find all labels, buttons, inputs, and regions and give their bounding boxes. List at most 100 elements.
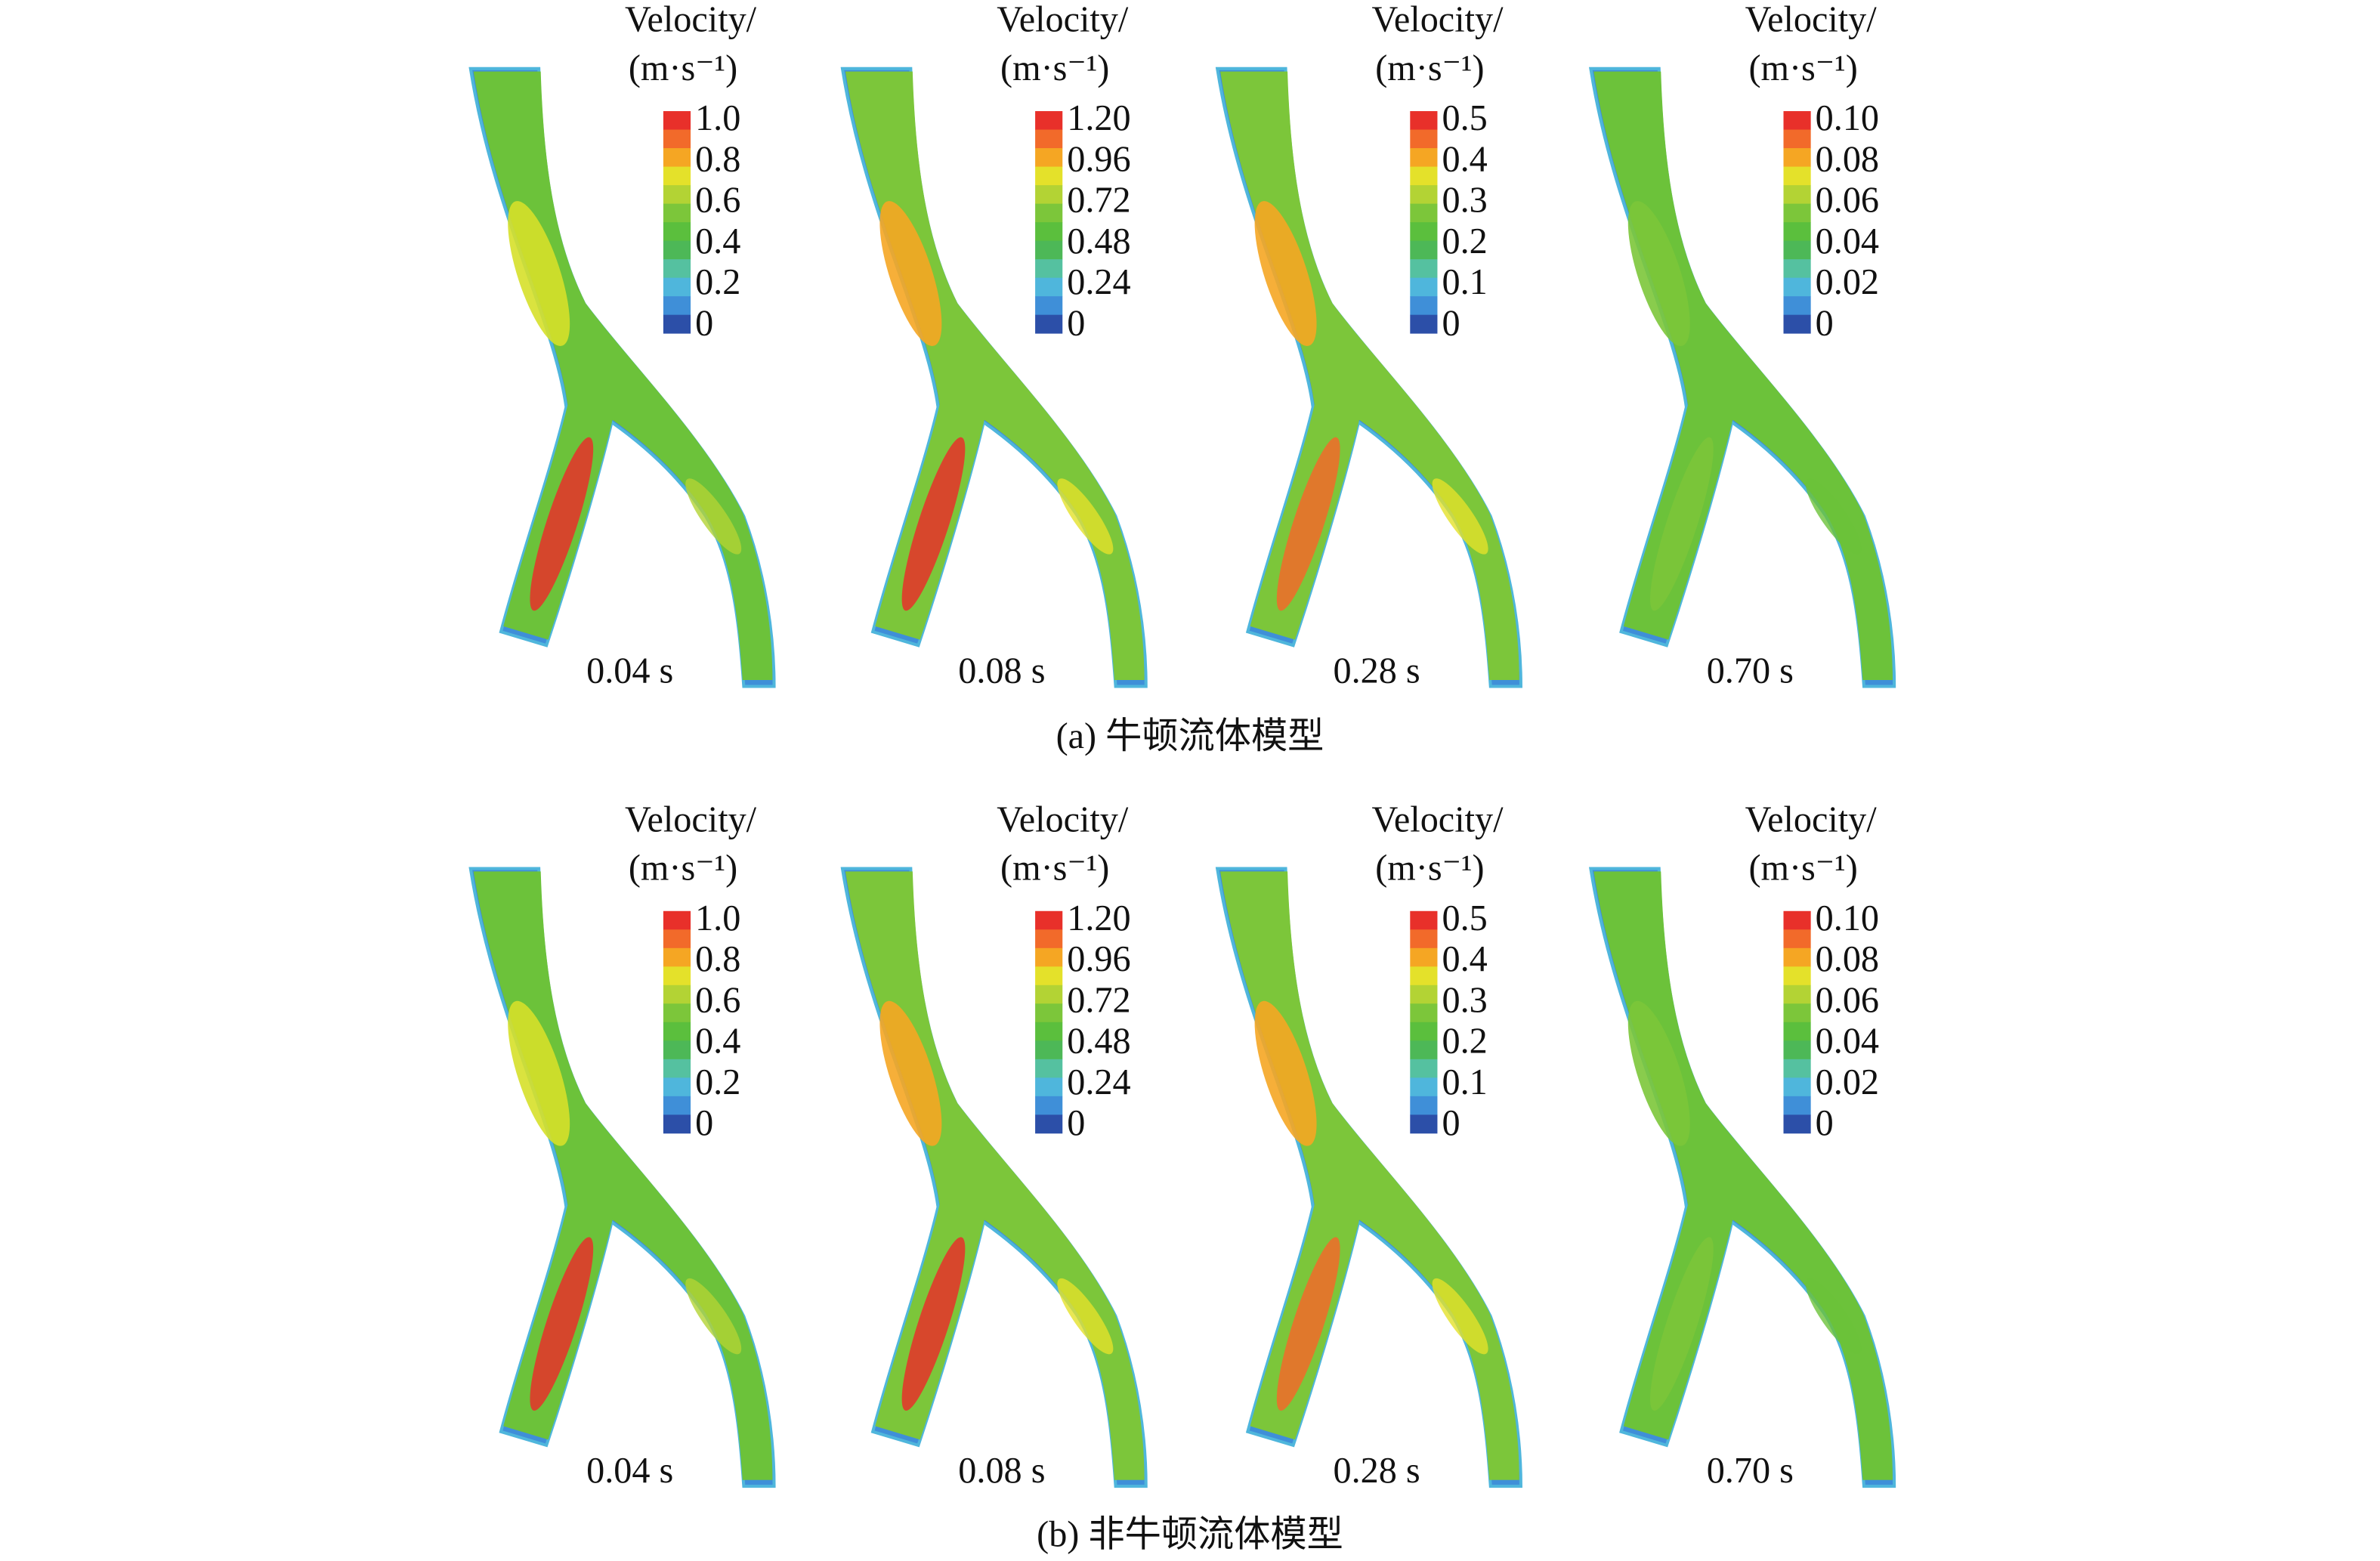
legend-label: 0.96: [1067, 139, 1130, 179]
colorbar-segment: [1035, 111, 1063, 130]
legend-label: 0: [1442, 303, 1460, 343]
colorbar-segment: [1783, 240, 1811, 260]
colorbar-segment: [663, 185, 691, 205]
colorbar-segment: [663, 947, 691, 967]
legend-label: 0.3: [1442, 980, 1487, 1020]
colorbar-segment: [663, 129, 691, 149]
legend-label: 0.24: [1067, 262, 1130, 302]
colorbar-segment: [1410, 240, 1438, 260]
colorbar-segment: [1410, 929, 1438, 949]
legend-unit: (m·s⁻¹): [1375, 849, 1484, 889]
colorbar-segment: [1035, 929, 1063, 949]
colorbar-segment: [1035, 296, 1063, 316]
legend-title: Velocity/: [997, 0, 1129, 40]
colorbar-segment: [1783, 314, 1811, 334]
legend-title: Velocity/: [1371, 0, 1504, 40]
legend-label: 0.2: [695, 262, 740, 302]
colorbar-segment: [1783, 1022, 1811, 1041]
legend-label: 0.2: [1442, 1022, 1487, 1062]
legend-label: 0.4: [1442, 939, 1487, 979]
legend-title: Velocity/: [1371, 799, 1504, 839]
branch-core: [530, 1237, 594, 1411]
legend-label: 0.02: [1816, 1062, 1879, 1102]
branch-core: [1276, 437, 1340, 611]
colorbar-segment: [1410, 259, 1438, 279]
legend-label: 0.6: [695, 980, 740, 1020]
branch-core: [901, 1237, 966, 1411]
colorbar-segment: [663, 111, 691, 130]
legend-label: 0.06: [1816, 181, 1879, 221]
colorbar-segment: [1410, 129, 1438, 149]
legend-label: 0.08: [1816, 939, 1879, 979]
colorbar-segment: [1783, 296, 1811, 316]
time-label: 0.04 s: [586, 651, 673, 691]
colorbar-segment: [663, 1040, 691, 1060]
legend-title: Velocity/: [625, 799, 757, 839]
vessel-panel: [840, 66, 1148, 688]
legend-label: 0: [1067, 1103, 1085, 1143]
right-core: [1057, 1278, 1114, 1355]
trunk-core: [1627, 201, 1690, 346]
colorbar-segment: [1035, 259, 1063, 279]
vessel-panel: [468, 66, 776, 688]
colorbar-segment: [1410, 111, 1438, 130]
vessel-panel: [1215, 867, 1522, 1488]
colorbar-segment: [1035, 277, 1063, 297]
right-core: [685, 478, 742, 555]
legend-unit: (m·s⁻¹): [1748, 48, 1857, 88]
legend-label: 0: [695, 303, 713, 343]
colorbar-segment: [1410, 1022, 1438, 1041]
colorbar-segment: [1410, 166, 1438, 186]
legend-label: 0.04: [1816, 221, 1879, 261]
vessel-panel: [1589, 66, 1896, 688]
trunk-core: [879, 1000, 942, 1146]
legend-unit: (m·s⁻¹): [629, 48, 737, 88]
vessel-panel: [840, 867, 1148, 1488]
colorbar-segment: [1035, 966, 1063, 986]
colorbar-segment: [663, 1114, 691, 1134]
colorbar-segment: [1783, 947, 1811, 967]
right-core: [1057, 478, 1114, 555]
colorbar-segment: [1410, 947, 1438, 967]
legend-unit: (m·s⁻¹): [1748, 849, 1857, 889]
colorbar-segment: [1783, 111, 1811, 130]
colorbar-segment: [663, 296, 691, 316]
right-core: [1432, 478, 1488, 555]
legend-label: 0.24: [1067, 1062, 1130, 1102]
right-core: [1805, 1278, 1862, 1355]
colorbar-segment: [663, 910, 691, 930]
colorbar-segment: [1783, 910, 1811, 930]
legend-label: 1.20: [1067, 898, 1130, 938]
time-label: 0.70 s: [1707, 1451, 1794, 1491]
legend-label: 1.20: [1067, 98, 1130, 138]
colorbar-segment: [663, 1077, 691, 1097]
colorbar-segment: [1783, 966, 1811, 986]
legend-label: 0.5: [1442, 898, 1487, 938]
right-core: [685, 1278, 742, 1355]
colorbar-segment: [1035, 1003, 1063, 1023]
legend-label: 0.10: [1816, 98, 1879, 138]
time-label: 0.28 s: [1334, 1451, 1420, 1491]
panel-caption: (b) 非牛顿流体模型: [1037, 1515, 1343, 1555]
colorbar-segment: [1783, 259, 1811, 279]
legend-unit: (m·s⁻¹): [629, 849, 737, 889]
legend-unit: (m·s⁻¹): [1000, 48, 1109, 88]
colorbar-segment: [1783, 1096, 1811, 1115]
legend-label: 0.72: [1067, 181, 1130, 221]
colorbar-segment: [1410, 203, 1438, 223]
colorbar-segment: [1035, 203, 1063, 223]
colorbar-segment: [1410, 1114, 1438, 1134]
colorbar-segment: [1783, 985, 1811, 1004]
colorbar-segment: [1410, 314, 1438, 334]
time-label: 0.28 s: [1334, 651, 1420, 691]
legend-label: 0.2: [1442, 221, 1487, 261]
colorbar-segment: [1410, 222, 1438, 242]
vessel-panel: [1589, 867, 1896, 1488]
colorbar-segment: [1783, 129, 1811, 149]
vessel-panel: [468, 867, 776, 1488]
legend-label: 0.4: [1442, 139, 1487, 179]
colorbar-segment: [663, 929, 691, 949]
colorbar-segment: [1035, 185, 1063, 205]
colorbar-segment: [1035, 166, 1063, 186]
legend-label: 1.0: [695, 98, 740, 138]
